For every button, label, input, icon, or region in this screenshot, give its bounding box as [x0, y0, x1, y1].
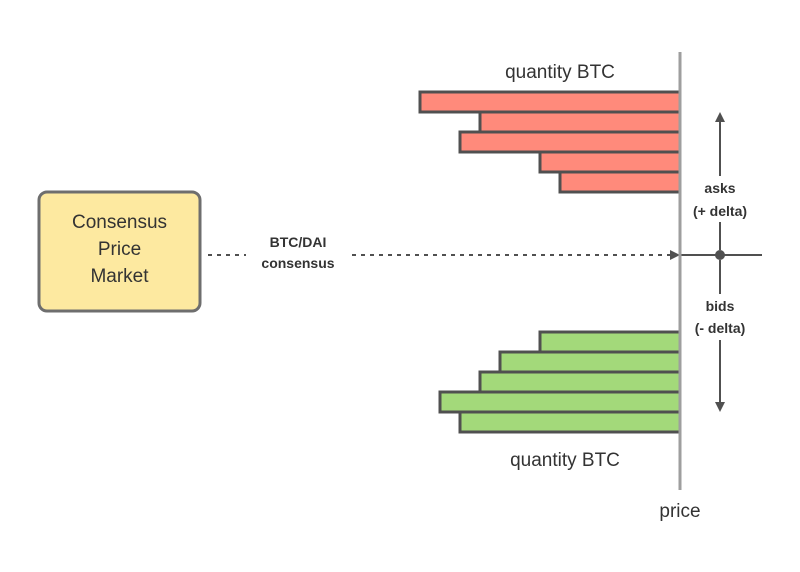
bids-bar	[458, 410, 682, 434]
asks-bar	[458, 130, 682, 154]
bids-bar	[438, 390, 682, 414]
bids-bar	[498, 350, 682, 374]
asks-quantity-label: quantity BTC	[505, 62, 615, 83]
bids-quantity-label: quantity BTC	[510, 450, 620, 471]
asks-bar	[478, 110, 682, 134]
flow-label-background	[246, 228, 350, 274]
consensus-box-line-3: Market	[90, 266, 149, 287]
bids-label: bids	[706, 298, 735, 314]
flow-label-line-1: BTC/DAI	[270, 234, 327, 250]
consensus-price-market-box: Consensus Price Market	[37, 190, 202, 313]
asks-bar	[418, 90, 682, 114]
asks-label: asks	[704, 180, 735, 196]
bids-bar	[478, 370, 682, 394]
asks-label-background	[684, 176, 756, 222]
consensus-box-line-1: Consensus	[72, 212, 167, 233]
bids-bar	[538, 330, 682, 354]
asks-bar	[538, 150, 682, 174]
bids-label-background	[684, 294, 756, 340]
consensus-price-dot	[715, 250, 725, 260]
consensus-box-line-2: Price	[98, 239, 141, 260]
asks-bar	[558, 170, 682, 194]
asks-delta-label: (+ delta)	[693, 203, 747, 219]
bids-delta-label: (- delta)	[695, 320, 746, 336]
consensus-flow-arrow: BTC/DAI consensus	[208, 228, 680, 274]
flow-label-line-2: consensus	[261, 255, 334, 271]
price-axis-label: price	[659, 501, 700, 522]
bids-bars	[438, 330, 682, 434]
consensus-box-shape	[37, 190, 202, 313]
asks-bars	[418, 90, 682, 194]
